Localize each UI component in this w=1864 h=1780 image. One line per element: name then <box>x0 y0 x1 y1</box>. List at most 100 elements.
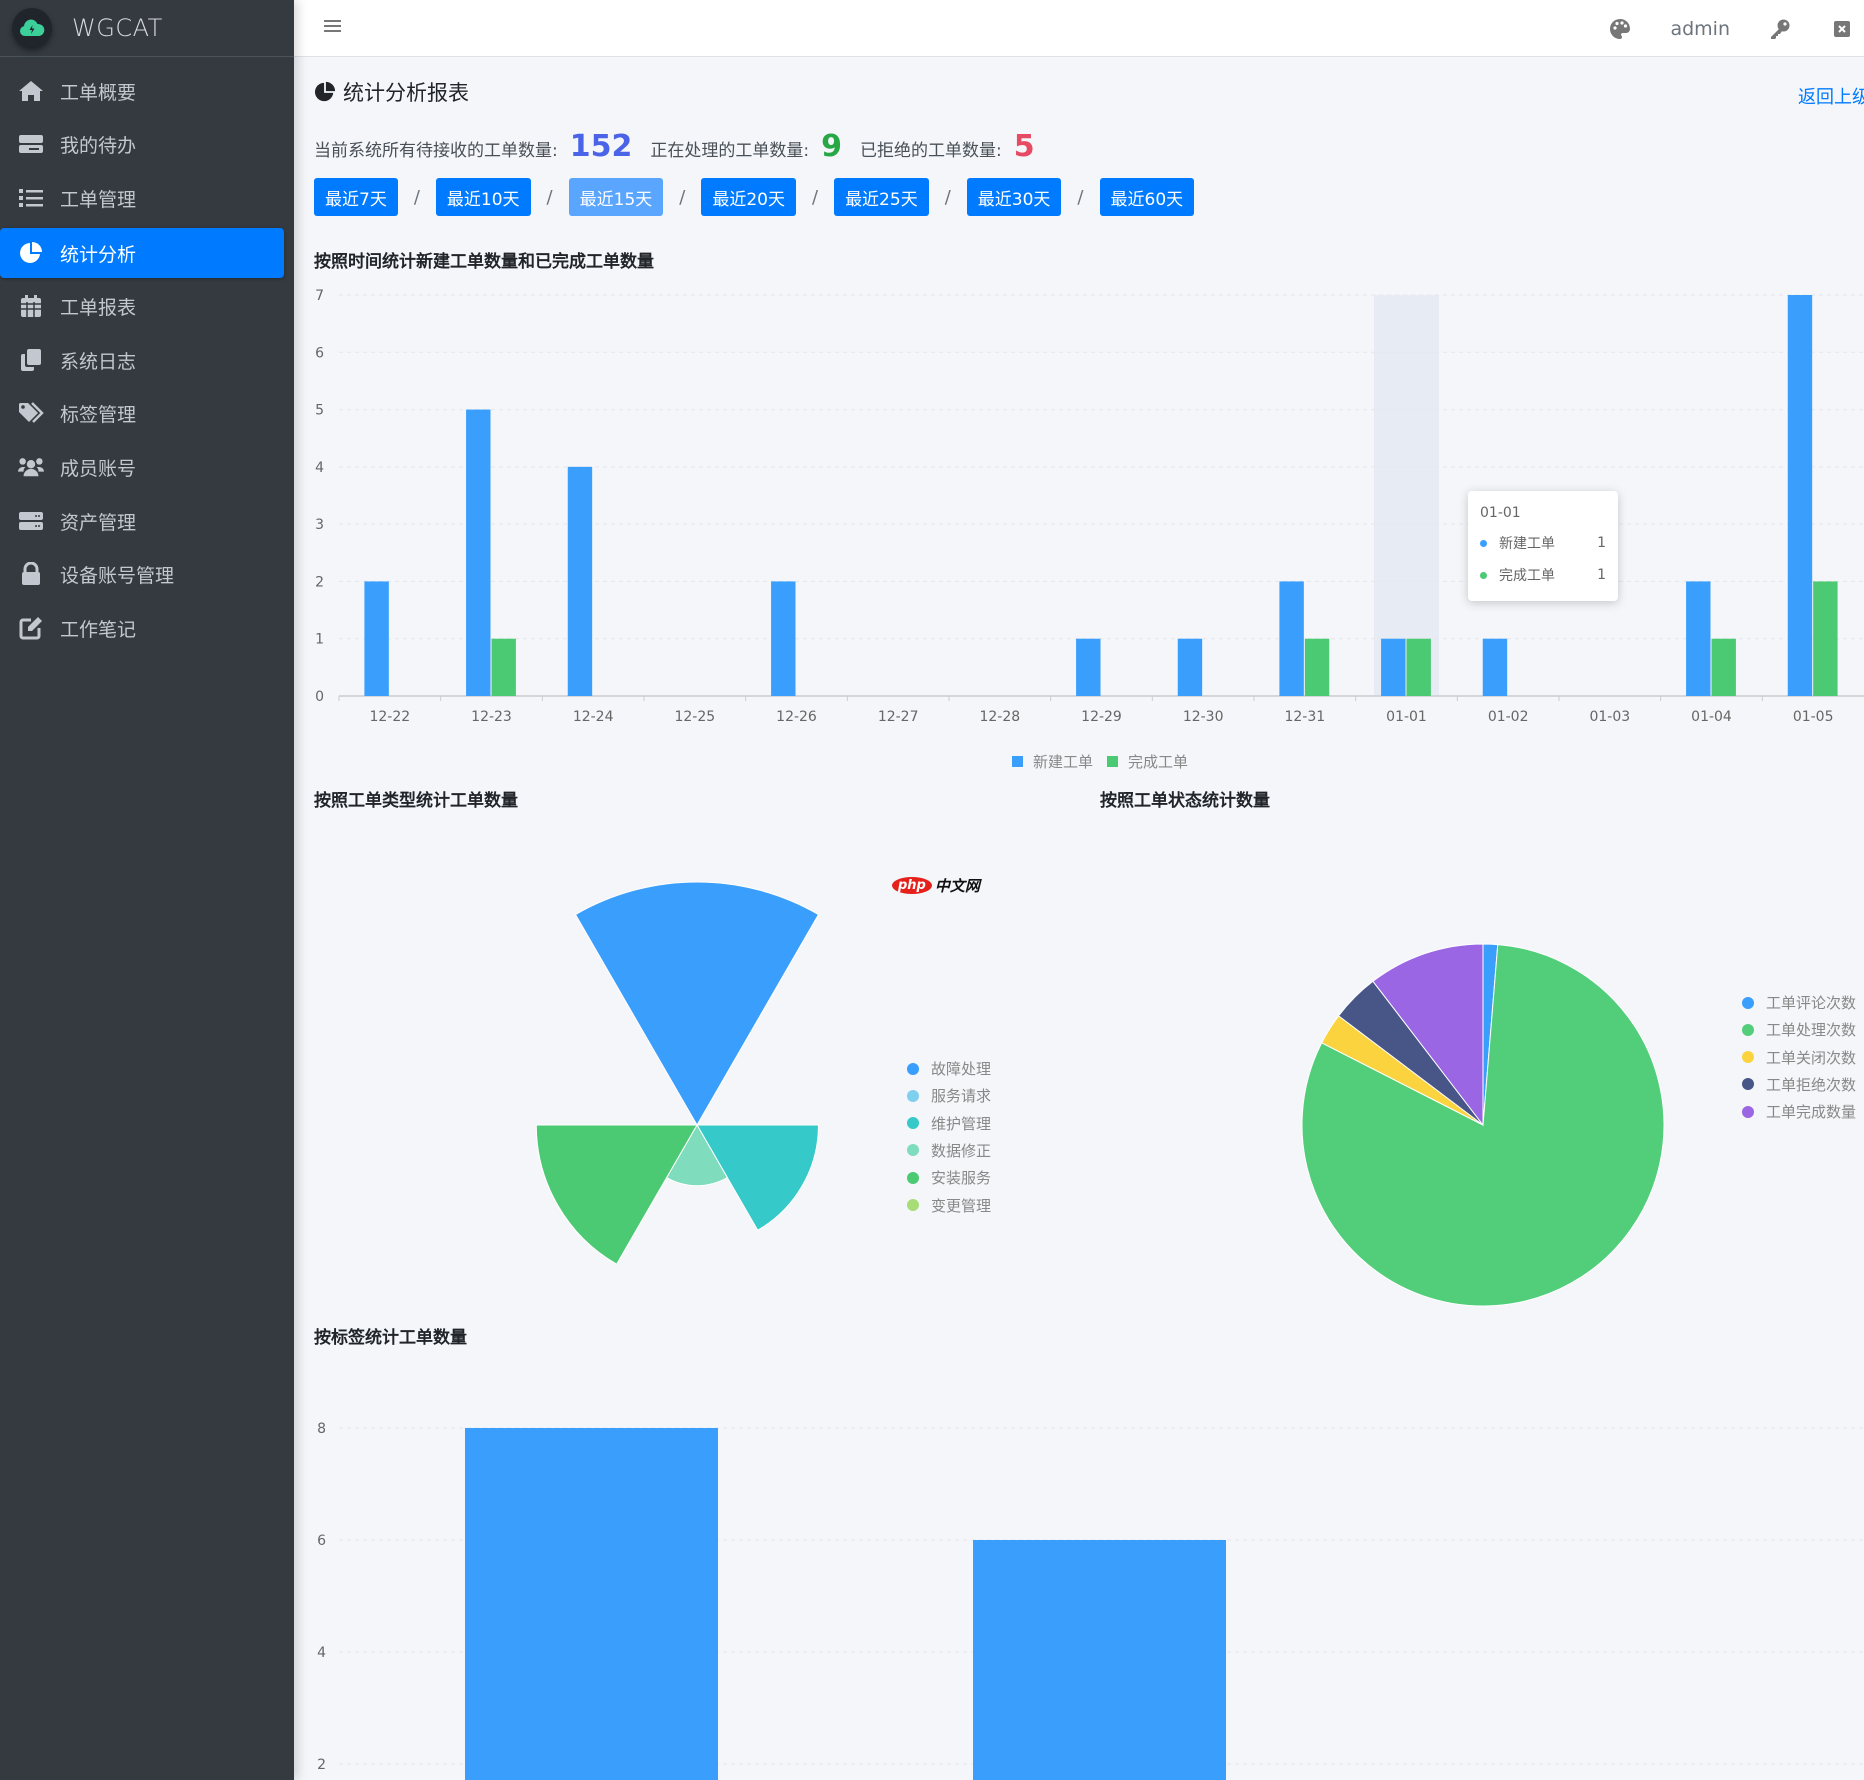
svg-text:12-31: 12-31 <box>1284 709 1325 725</box>
legend-label: 数据修正 <box>931 1141 992 1160</box>
tooltip-series-value: 1 <box>1597 535 1606 551</box>
sidebar-item-label: 系统日志 <box>60 350 137 373</box>
sidebar-item-members[interactable]: 成员账号 <box>0 442 284 492</box>
tooltip-series-name: 新建工单 <box>1499 536 1555 552</box>
close-icon[interactable] <box>1830 17 1854 41</box>
range-buttons: 最近7天 / 最近10天 / 最近15天 / 最近20天 / 最近25天 / 最… <box>314 178 1195 216</box>
legend-marker-icon <box>1012 756 1023 767</box>
legend-item[interactable]: 数据修正 <box>907 1140 991 1161</box>
tooltip-series-value: 1 <box>1597 567 1606 583</box>
legend-item[interactable]: 变更管理 <box>907 1195 991 1216</box>
main-content: 统计分析报表 返回上级 当前系统所有待接收的工单数量: 152 正在处理的工单数… <box>294 57 1864 1780</box>
sidebar-item-label: 工单管理 <box>60 188 137 211</box>
sidebar-item-report[interactable]: 工单报表 <box>0 281 284 331</box>
legend-item[interactable]: 工单完成数量 <box>1742 1101 1856 1122</box>
sidebar-item-label: 统计分析 <box>60 243 137 266</box>
legend-item[interactable]: 工单拒绝次数 <box>1742 1074 1856 1095</box>
stat-value-rejected: 5 <box>1013 129 1035 164</box>
sidebar-item-ticket-manage[interactable]: 工单管理 <box>0 173 284 223</box>
home-icon <box>18 78 44 104</box>
svg-text:6: 6 <box>317 1533 326 1549</box>
svg-text:6: 6 <box>315 345 324 361</box>
range-7-button[interactable]: 最近7天 <box>314 178 398 216</box>
svg-text:5: 5 <box>315 403 324 419</box>
legend-item[interactable]: 故障处理 <box>907 1058 991 1079</box>
legend-item[interactable]: 服务请求 <box>907 1085 991 1106</box>
tag-bar-chart[interactable]: 2 4 6 8 <box>294 1347 1864 1780</box>
svg-text:12-23: 12-23 <box>471 709 512 725</box>
legend-label: 服务请求 <box>931 1087 992 1106</box>
series-dot-icon <box>1480 539 1487 547</box>
range-15-button[interactable]: 最近15天 <box>568 178 664 216</box>
svg-text:2: 2 <box>317 1757 326 1773</box>
sidebar-item-syslog[interactable]: 系统日志 <box>0 335 284 385</box>
svg-text:12-30: 12-30 <box>1183 709 1224 725</box>
sidebar-item-label: 设备账号管理 <box>60 564 175 587</box>
svg-text:0: 0 <box>315 689 324 705</box>
sidebar-item-label: 工单报表 <box>60 296 137 319</box>
tooltip-series-name: 完成工单 <box>1499 568 1555 584</box>
legend-dot-icon <box>907 1062 919 1075</box>
separator: / <box>546 186 553 208</box>
legend-item[interactable]: 维护管理 <box>907 1113 991 1134</box>
sidebar-item-statistics[interactable]: 统计分析 <box>0 228 284 278</box>
legend-dot-icon <box>907 1199 919 1211</box>
legend-label: 故障处理 <box>931 1060 992 1078</box>
sidebar-item-assets[interactable]: 资产管理 <box>0 496 284 546</box>
sidebar-item-todo[interactable]: 我的待办 <box>0 119 284 169</box>
range-30-button[interactable]: 最近30天 <box>966 178 1062 216</box>
stat-label-processing: 正在处理的工单数量: <box>650 141 810 161</box>
tooltip-date: 01-01 <box>1480 505 1521 521</box>
legend-item[interactable]: 工单评论次数 <box>1742 992 1856 1013</box>
chart-tag-title: 按标签统计工单数量 <box>314 1328 467 1348</box>
legend-item[interactable]: 工单处理次数 <box>1742 1019 1856 1040</box>
legend-item[interactable]: 安装服务 <box>907 1167 991 1188</box>
svg-text:01-05: 01-05 <box>1793 709 1834 725</box>
status-pie-chart[interactable] <box>1074 817 1864 1317</box>
legend-item[interactable]: 工单关闭次数 <box>1742 1047 1856 1068</box>
app-name: WGCAT <box>72 14 163 42</box>
range-60-button[interactable]: 最近60天 <box>1099 178 1195 216</box>
calendar-icon <box>18 293 44 319</box>
sidebar-item-overview[interactable]: 工单概要 <box>0 66 284 116</box>
legend-dot-icon <box>1742 1078 1754 1091</box>
range-20-button[interactable]: 最近20天 <box>701 178 796 216</box>
sidebar-item-notes[interactable]: 工作笔记 <box>0 603 284 653</box>
range-25-button[interactable]: 最近25天 <box>834 178 929 216</box>
logo-cloud-icon <box>12 8 52 48</box>
sidebar-item-label: 工作笔记 <box>60 618 137 641</box>
time-bar-chart[interactable]: 0 1 2 3 4 5 6 7 12-22 12-23 12-24 12-25 12-26 12-27 12… <box>294 267 1864 787</box>
legend-dot-icon <box>1742 1105 1754 1118</box>
svg-text:7: 7 <box>315 288 324 304</box>
menu-toggle-icon[interactable] <box>322 15 344 37</box>
separator: / <box>413 186 420 208</box>
user-name[interactable]: admin <box>1670 17 1730 40</box>
back-link[interactable]: 返回上级 <box>1798 87 1864 108</box>
range-10-button[interactable]: 最近10天 <box>435 178 531 216</box>
key-icon[interactable] <box>1768 17 1792 41</box>
series-dot-icon <box>1480 571 1487 579</box>
legend-item[interactable]: 完成工单 <box>1128 753 1189 771</box>
watermark-logo: php <box>892 877 932 894</box>
svg-text:01-04: 01-04 <box>1691 709 1732 725</box>
sidebar-item-label: 标签管理 <box>60 403 137 426</box>
separator: / <box>944 186 951 208</box>
page-title-text: 统计分析报表 <box>343 81 469 105</box>
sidebar-item-tags[interactable]: 标签管理 <box>0 388 284 438</box>
svg-text:3: 3 <box>315 517 324 533</box>
sidebar-item-device-accounts[interactable]: 设备账号管理 <box>0 549 284 599</box>
svg-text:8: 8 <box>317 1421 326 1437</box>
top-header: admin <box>294 0 1864 57</box>
legend-item[interactable]: 新建工单 <box>1033 753 1094 771</box>
palette-icon[interactable] <box>1608 17 1632 41</box>
server-icon <box>18 131 44 157</box>
tooltip-row: 新建工单 1 <box>1480 533 1606 553</box>
legend-label: 工单拒绝次数 <box>1766 1075 1857 1094</box>
legend-label: 变更管理 <box>931 1196 992 1215</box>
svg-text:12-29: 12-29 <box>1081 709 1122 725</box>
legend-label: 工单处理次数 <box>1766 1021 1857 1040</box>
type-rose-chart[interactable] <box>294 817 1074 1317</box>
edit-icon <box>18 615 44 641</box>
chart-time-legend: 新建工单 完成工单 <box>1012 751 1188 772</box>
brand[interactable]: WGCAT <box>0 0 294 57</box>
